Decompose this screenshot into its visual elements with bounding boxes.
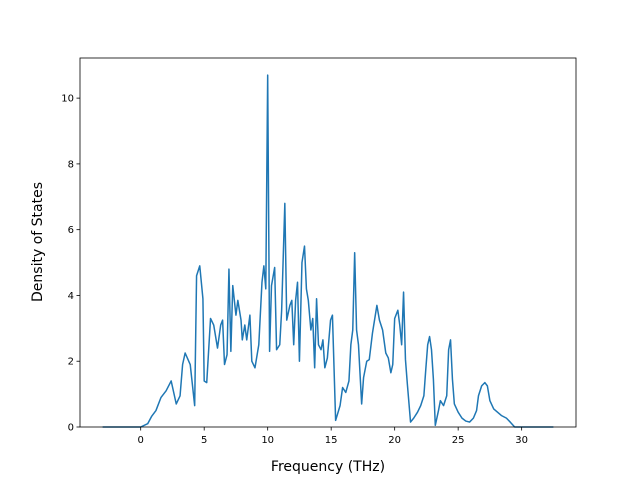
y-tick-label: 8 [68, 159, 74, 170]
y-tick-label: 10 [61, 94, 74, 105]
axes-frame [79, 57, 577, 428]
y-tick-label: 0 [68, 423, 74, 434]
x-tick-label: 25 [452, 435, 465, 446]
y-tick-label: 6 [68, 225, 74, 236]
y-tick-label: 2 [68, 357, 74, 368]
y-axis-label: Density of States [30, 182, 46, 302]
x-tick-label: 5 [201, 435, 207, 446]
y-tick-label: 4 [68, 291, 74, 302]
x-tick-label: 30 [515, 435, 528, 446]
x-axis-label: Frequency (THz) [271, 459, 385, 475]
x-tick-label: 0 [138, 435, 144, 446]
dos-line [102, 74, 554, 428]
x-tick-label: 10 [261, 435, 274, 446]
x-tick-label: 20 [388, 435, 401, 446]
x-tick-label: 15 [325, 435, 338, 446]
